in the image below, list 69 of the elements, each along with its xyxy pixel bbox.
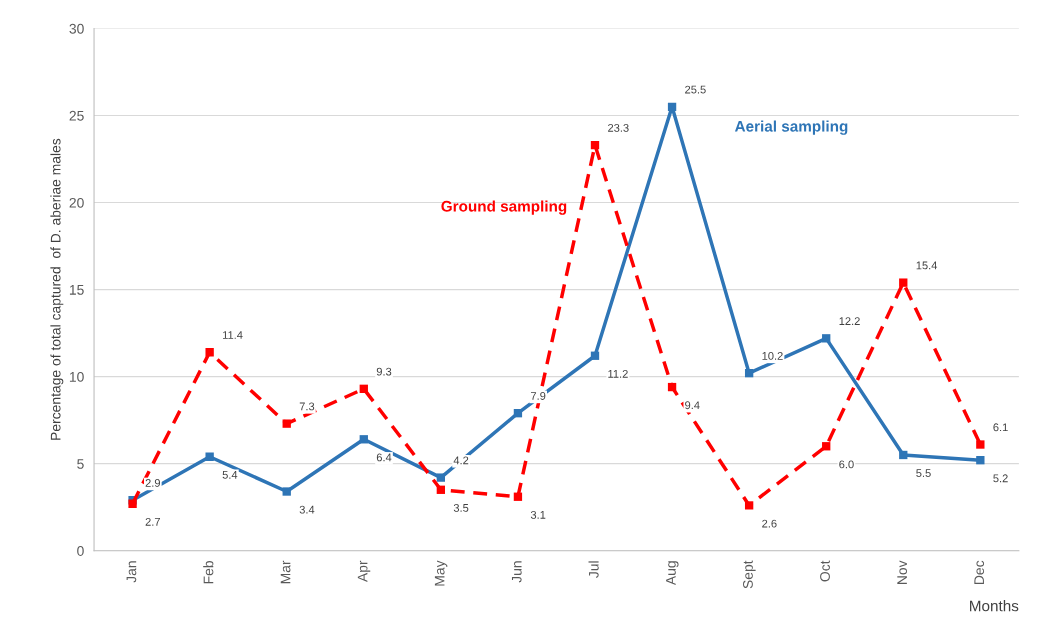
data-label: 5.4 <box>222 471 238 479</box>
point <box>359 435 368 444</box>
y-tick-label: 25 <box>69 110 84 121</box>
point <box>282 487 291 496</box>
point <box>359 384 368 393</box>
point <box>205 348 214 357</box>
point <box>822 442 831 451</box>
data-label: 12.2 <box>839 317 860 325</box>
y-tick-label: 0 <box>77 546 84 556</box>
x-tick-label: Jan <box>126 561 137 583</box>
series-label: Ground sampling <box>441 200 567 215</box>
data-label: 6.4 <box>376 453 392 462</box>
data-label: 2.9 <box>145 479 160 487</box>
y-tick-label: 30 <box>69 23 84 34</box>
x-tick-label: Jun <box>511 561 522 583</box>
x-axis-title: Months <box>970 600 1019 612</box>
point <box>667 382 677 392</box>
data-label: 11.4 <box>223 331 243 339</box>
data-label: 11.2 <box>608 369 628 378</box>
data-label: 4.2 <box>453 456 469 465</box>
y-tick-label: 5 <box>77 459 84 469</box>
x-tick-label: May <box>434 560 448 586</box>
point <box>590 140 600 150</box>
point <box>590 351 600 360</box>
data-label: 6.1 <box>993 423 1008 432</box>
data-label: 5.2 <box>993 474 1008 483</box>
data-label: 7.3 <box>299 402 315 411</box>
text: Aerial sampling <box>734 120 848 135</box>
point <box>744 368 754 378</box>
y-tick-label: 15 <box>69 285 84 295</box>
point <box>899 278 908 287</box>
point <box>667 102 677 111</box>
x-tick-label: Sept <box>743 560 756 589</box>
point <box>899 450 908 460</box>
y-axis-title: Percentage of total captured of D. aberiae males <box>50 138 64 440</box>
point <box>513 409 523 418</box>
point <box>282 419 291 428</box>
point <box>744 501 754 510</box>
y-tick-label: 20 <box>69 197 84 208</box>
data-label: 23.3 <box>608 123 629 132</box>
data-label: 3.1 <box>530 510 546 519</box>
point <box>436 473 446 482</box>
data-label: 3.4 <box>299 505 315 514</box>
data-label: 9.3 <box>376 367 392 376</box>
data-label: 9.4 <box>685 401 700 410</box>
x-tick-label: Oct <box>820 560 830 582</box>
point <box>822 334 831 343</box>
point <box>976 456 985 465</box>
x-tick-label: Apr <box>357 560 371 583</box>
data-label: 2.7 <box>145 517 160 526</box>
x-tick-label: Aug <box>666 561 679 586</box>
point <box>436 485 446 494</box>
point <box>976 440 985 449</box>
data-label: 6.0 <box>839 460 854 469</box>
data-label: 2.6 <box>762 519 777 528</box>
y-tick-label: 10 <box>69 371 84 382</box>
data-label: 3.5 <box>453 503 469 512</box>
point <box>205 452 214 461</box>
x-tick-label: Dec <box>974 560 985 584</box>
x-tick-label: Feb <box>203 561 214 584</box>
x-tick-label: Mar <box>280 560 291 584</box>
data-label: 10.2 <box>762 351 783 360</box>
data-label: 15.4 <box>916 261 938 270</box>
x-tick-label: Jul <box>588 561 599 578</box>
x-tick-label: Nov <box>897 560 907 584</box>
data-label: 25.5 <box>685 85 706 94</box>
data-label: 5.5 <box>916 469 931 478</box>
point <box>513 492 523 501</box>
data-label: 7.9 <box>531 392 546 400</box>
